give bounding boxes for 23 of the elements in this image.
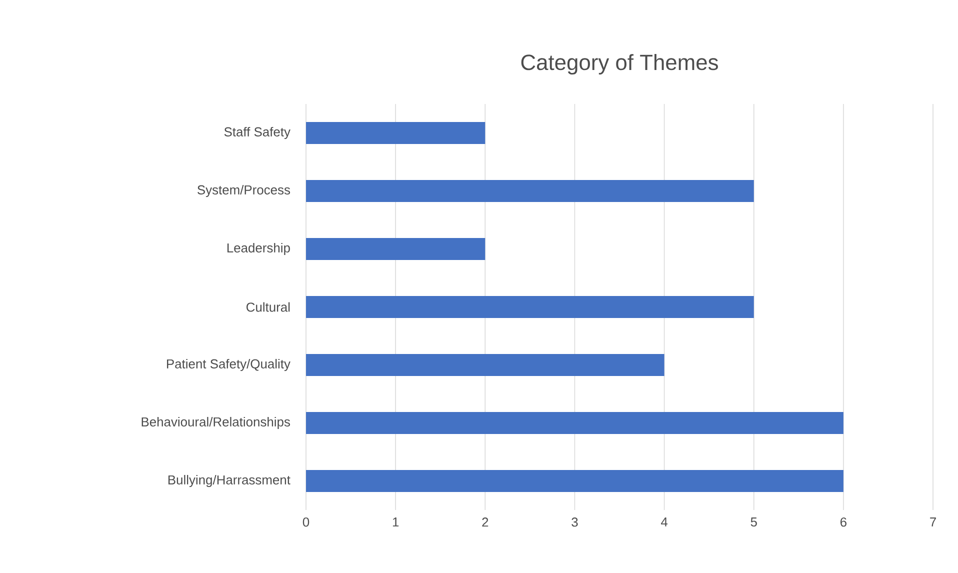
x-tick-label: 7 [930, 518, 936, 526]
bar [306, 354, 664, 376]
chart-title: Category of Themes [521, 54, 718, 74]
y-tick-label: Cultural [246, 302, 290, 312]
bar [306, 296, 754, 318]
x-tick-label: 2 [482, 518, 488, 527]
y-tick-label: Leadership [227, 242, 290, 256]
x-tick-label: 3 [572, 518, 578, 527]
bar [306, 470, 844, 492]
y-tick-label: Staff Safety [224, 126, 290, 140]
x-tick-label: 1 [392, 518, 399, 526]
bar [306, 122, 486, 144]
x-tick-label: 6 [840, 518, 846, 527]
x-tick-label: 4 [660, 518, 668, 526]
y-tick-label: Behavioural/Relationships [142, 416, 290, 430]
y-tick-label: Patient Safety/Quality [167, 358, 290, 372]
bar [306, 180, 754, 202]
bar [306, 412, 844, 434]
y-tick-label: Bullying/Harrassment [168, 474, 290, 488]
bar [306, 238, 486, 260]
x-tick-label: 0 [302, 518, 310, 527]
x-tick-label: 5 [750, 518, 757, 527]
y-tick-label: System/Process [198, 184, 290, 198]
